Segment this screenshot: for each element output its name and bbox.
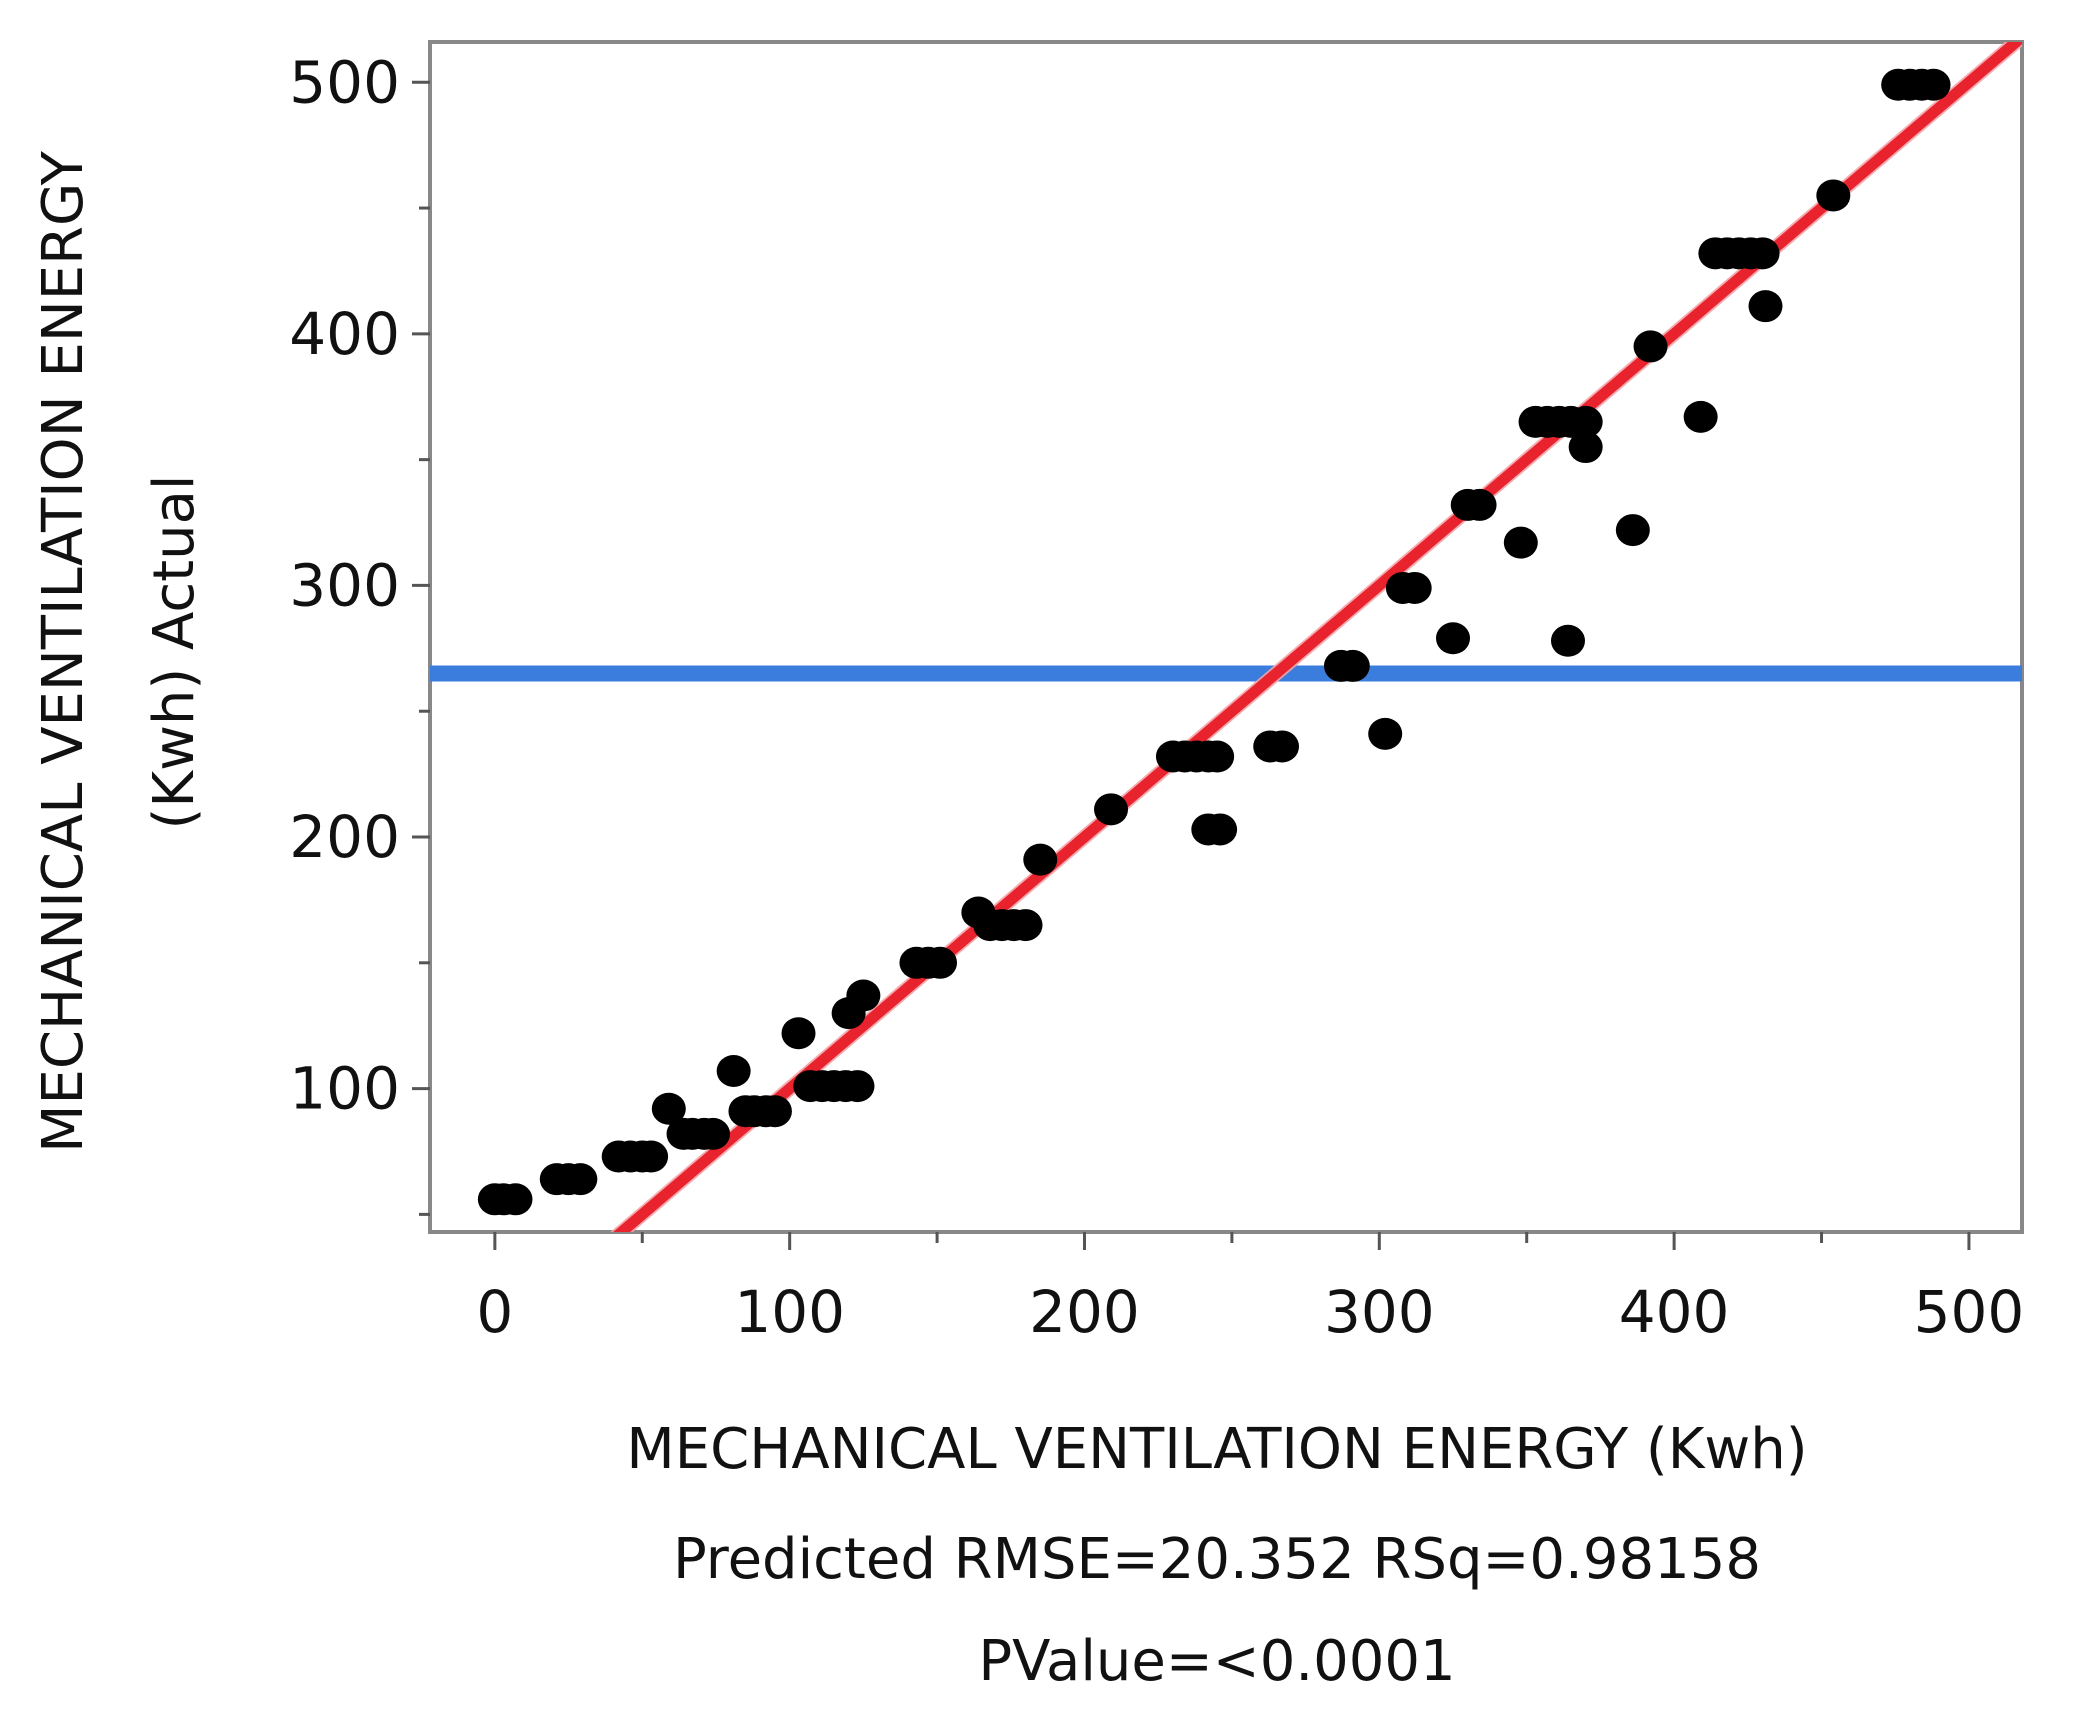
x-tick-label: 100 — [734, 1278, 845, 1346]
data-point — [923, 946, 958, 979]
data-point — [1748, 290, 1783, 323]
y-tick-label: 500 — [289, 48, 400, 116]
data-point — [634, 1140, 669, 1173]
y-axis-title-line2: (Kwh) Actual — [142, 475, 207, 830]
data-point — [1615, 514, 1650, 547]
x-tick-label: 200 — [1029, 1278, 1140, 1346]
data-point — [1550, 624, 1585, 657]
data-point — [1568, 405, 1603, 438]
x-tick-label: 300 — [1324, 1278, 1435, 1346]
data-point — [1335, 649, 1370, 682]
data-point — [757, 1095, 792, 1128]
data-point — [1503, 526, 1538, 559]
fit-confidence-band-4 — [628, 42, 2022, 1232]
data-point — [1816, 179, 1851, 212]
x-axis-title: MECHANICAL VENTILATION ENERGY (Kwh) — [626, 1417, 1807, 1482]
data-point — [1683, 400, 1718, 433]
data-point — [1203, 813, 1238, 846]
x-tick-label: 0 — [476, 1278, 513, 1346]
fit-confidence-band-1 — [610, 42, 2010, 1232]
data-point — [1265, 730, 1300, 763]
data-point — [1023, 843, 1058, 876]
fit-line — [613, 42, 2022, 1232]
data-point — [1568, 431, 1603, 464]
x-tick-label: 400 — [1619, 1278, 1730, 1346]
y-tick-label: 400 — [289, 300, 400, 368]
y-tick-label: 300 — [289, 551, 400, 619]
data-point — [498, 1183, 533, 1216]
data-point — [563, 1163, 598, 1196]
x-axis-ticks: 0 100 200 300 400 500 — [476, 1232, 2024, 1346]
y-axis-ticks: 100 200 300 400 500 — [289, 48, 430, 1216]
x-tick-label: 500 — [1914, 1278, 2025, 1346]
y-tick-label: 200 — [289, 803, 400, 871]
data-point — [716, 1054, 751, 1087]
data-point — [1633, 330, 1668, 363]
pvalue-summary: PValue=<0.0001 — [978, 1629, 1455, 1694]
data-point — [781, 1017, 816, 1050]
data-point — [1462, 488, 1497, 521]
data-point — [1916, 68, 1951, 101]
y-axis-title-line1: MECHANICAL VENTILATION ENERGY — [31, 150, 96, 1152]
data-point — [1436, 622, 1471, 655]
data-point — [1745, 237, 1780, 270]
data-point — [651, 1092, 686, 1125]
rmse-rsq-summary: Predicted RMSE=20.352 RSq=0.98158 — [673, 1527, 1761, 1592]
y-tick-label: 100 — [289, 1055, 400, 1123]
fit-line-layer — [610, 42, 2022, 1232]
data-point — [1008, 909, 1043, 942]
data-point — [1094, 793, 1129, 826]
data-point — [696, 1117, 731, 1150]
plot-frame — [428, 40, 2024, 1234]
data-points — [477, 68, 1951, 1216]
data-point — [840, 1070, 875, 1103]
data-point — [1368, 717, 1403, 750]
data-point — [846, 979, 881, 1012]
data-point — [1397, 571, 1432, 604]
data-point — [1200, 740, 1235, 773]
